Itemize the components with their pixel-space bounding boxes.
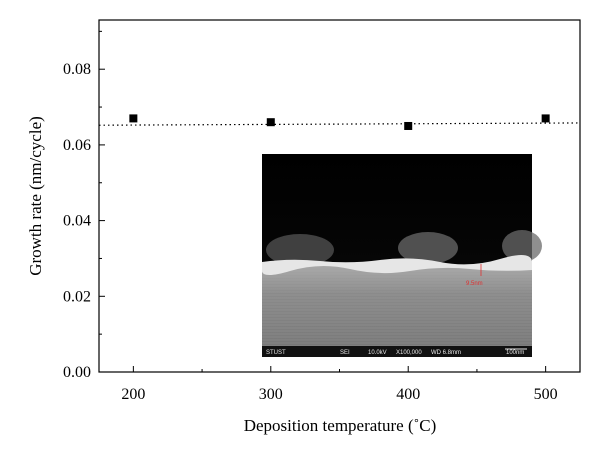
inset-footer-text: STUST SEI 10.0kV X100,000 WD 6.8mm 100nm: [266, 350, 524, 356]
x-tick-label: 500: [534, 386, 558, 403]
inset-footer-bar: [262, 346, 532, 357]
inset-annotation: 9.5nm: [466, 281, 483, 287]
y-tick-label: 0.02: [63, 288, 91, 305]
x-tick-label: 400: [396, 386, 420, 403]
data-point: [541, 114, 550, 123]
inset-bump-right: [502, 230, 542, 262]
inset-footer-label: STUST: [266, 350, 286, 356]
x-tick-label: 300: [259, 386, 283, 403]
y-tick-label: 0.04: [63, 213, 91, 230]
y-axis-ticks: 0.00 0.02 0.04 0.06 0.08: [63, 30, 105, 381]
data-point: [404, 121, 413, 130]
inset-substrate-lines: [262, 270, 532, 346]
data-point: [266, 118, 275, 127]
inset-bump-left: [266, 234, 334, 266]
inset-footer-label: 100nm: [506, 350, 524, 356]
data-point: [129, 114, 138, 123]
y-tick-label: 0.08: [63, 61, 91, 78]
x-axis-ticks: 200 300 400 500: [121, 366, 558, 403]
reference-line: [98, 122, 581, 126]
inset-footer-label: X100,000: [396, 350, 422, 356]
inset-sem-image: 9.5nm STUST SEI 10.0kV X100,000 WD 6.8mm 100n…: [261, 154, 542, 357]
x-axis-title: Deposition temperature (˚C): [244, 416, 437, 435]
inset-footer-label: WD 6.8mm: [431, 350, 461, 356]
y-axis-title: Growth rate (nm/cycle): [26, 116, 45, 276]
data-points: [129, 114, 550, 130]
y-tick-label: 0.00: [63, 364, 91, 381]
inset-bump-mid: [398, 232, 458, 264]
inset-footer-label: 10.0kV: [368, 350, 387, 356]
x-tick-label: 200: [121, 386, 145, 403]
y-tick-label: 0.06: [63, 137, 91, 154]
inset-film-layer: [261, 254, 532, 276]
inset-footer-label: SEI: [340, 350, 350, 356]
